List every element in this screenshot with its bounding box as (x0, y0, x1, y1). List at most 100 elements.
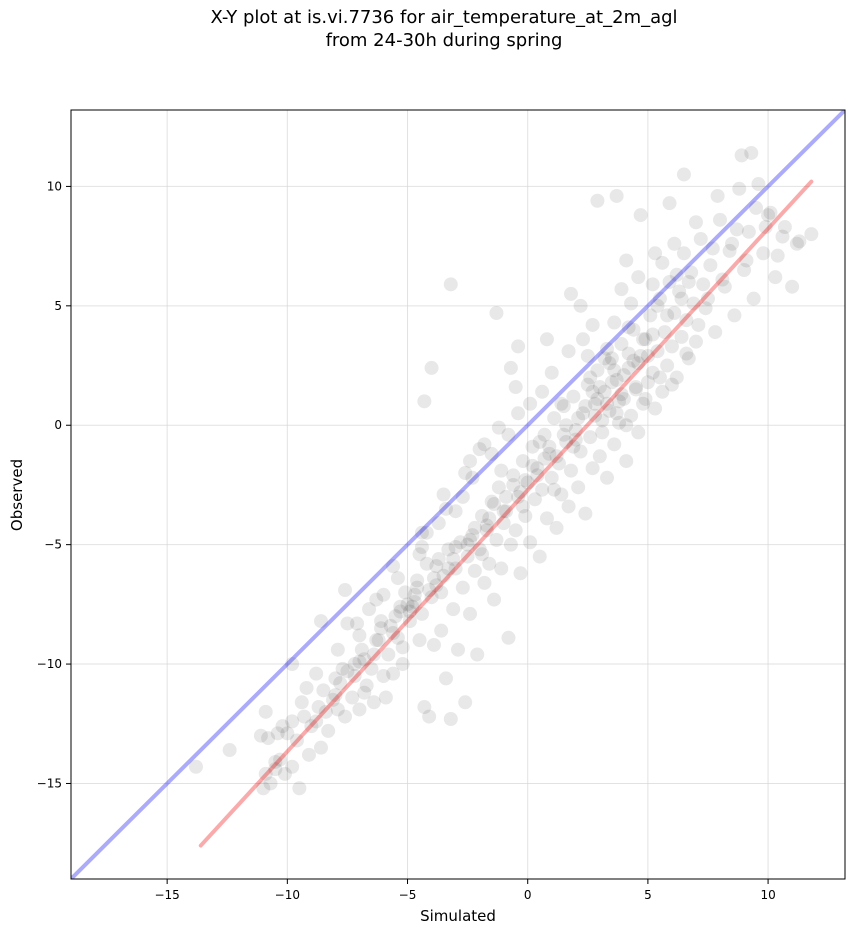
data-point (676, 167, 691, 182)
data-point (448, 540, 463, 555)
data-point (460, 549, 475, 564)
data-point (624, 408, 639, 423)
data-point (388, 609, 403, 624)
data-point (393, 599, 408, 614)
data-point (453, 535, 468, 550)
data-point (664, 339, 679, 354)
data-point (491, 480, 506, 495)
data-point (422, 583, 437, 598)
data-point (297, 709, 312, 724)
data-point (369, 633, 384, 648)
data-point (527, 492, 542, 507)
data-point (549, 449, 564, 464)
data-point (621, 320, 636, 335)
data-point (410, 573, 425, 588)
data-point (390, 571, 405, 586)
data-point (568, 423, 583, 438)
data-point (725, 236, 740, 251)
data-point (386, 559, 401, 574)
data-point (607, 437, 622, 452)
data-point (424, 590, 439, 605)
data-point (494, 561, 509, 576)
data-point (275, 719, 290, 734)
data-point (352, 628, 367, 643)
data-point (501, 630, 516, 645)
data-point (616, 391, 631, 406)
data-point (419, 525, 434, 540)
data-point (758, 220, 773, 235)
data-point (559, 434, 574, 449)
data-point (537, 427, 552, 442)
data-point (710, 188, 725, 203)
data-point (414, 606, 429, 621)
data-point (422, 709, 437, 724)
data-point (652, 291, 667, 306)
data-point (294, 695, 309, 710)
data-point (482, 556, 497, 571)
data-point (749, 200, 764, 215)
data-point (556, 399, 571, 414)
data-point (604, 351, 619, 366)
data-point (609, 406, 624, 421)
data-point (696, 277, 711, 292)
data-point (393, 604, 408, 619)
data-point (544, 365, 559, 380)
data-point (515, 454, 530, 469)
data-point (590, 391, 605, 406)
data-point (347, 669, 362, 684)
plot-frame (70, 109, 846, 880)
data-point (566, 439, 581, 454)
data-point (467, 563, 482, 578)
data-point (650, 344, 665, 359)
data-point (698, 301, 713, 316)
data-point (614, 282, 629, 297)
data-point (619, 454, 634, 469)
data-point (508, 380, 523, 395)
data-point (318, 704, 333, 719)
data-point (188, 759, 203, 774)
data-point (600, 470, 615, 485)
data-point (429, 578, 444, 593)
data-point (585, 461, 600, 476)
data-point (494, 463, 509, 478)
data-point (631, 270, 646, 285)
data-point (390, 630, 405, 645)
data-point (366, 695, 381, 710)
data-point (544, 470, 559, 485)
data-point (554, 487, 569, 502)
data-point (624, 296, 639, 311)
data-point (362, 602, 377, 617)
data-point (727, 308, 742, 323)
data-point (441, 561, 456, 576)
data-point (503, 537, 518, 552)
data-point (434, 623, 449, 638)
data-point (664, 377, 679, 392)
data-point (756, 246, 771, 261)
data-point (607, 363, 622, 378)
data-point (566, 389, 581, 404)
data-point (547, 482, 562, 497)
data-point (489, 305, 504, 320)
data-point (597, 351, 612, 366)
data-point (496, 504, 511, 519)
data-point (571, 480, 586, 495)
data-point (768, 270, 783, 285)
data-point (590, 363, 605, 378)
data-point (477, 437, 492, 452)
data-point (568, 432, 583, 447)
data-point (395, 640, 410, 655)
data-point (484, 446, 499, 461)
data-point (691, 317, 706, 332)
data-point (542, 446, 557, 461)
data-point (518, 473, 533, 488)
x-axis-ticks: −15 −10 −5 0 5 10 (154, 879, 776, 902)
data-point (575, 332, 590, 347)
data-point (655, 384, 670, 399)
y-tick-label: −15 (37, 776, 62, 790)
data-point (657, 325, 672, 340)
data-point (273, 752, 288, 767)
chart-title-line-1: X-Y plot at is.vi.7736 for air_temperatu… (210, 7, 678, 28)
data-point (715, 272, 730, 287)
data-point (604, 375, 619, 390)
data-point (554, 396, 569, 411)
